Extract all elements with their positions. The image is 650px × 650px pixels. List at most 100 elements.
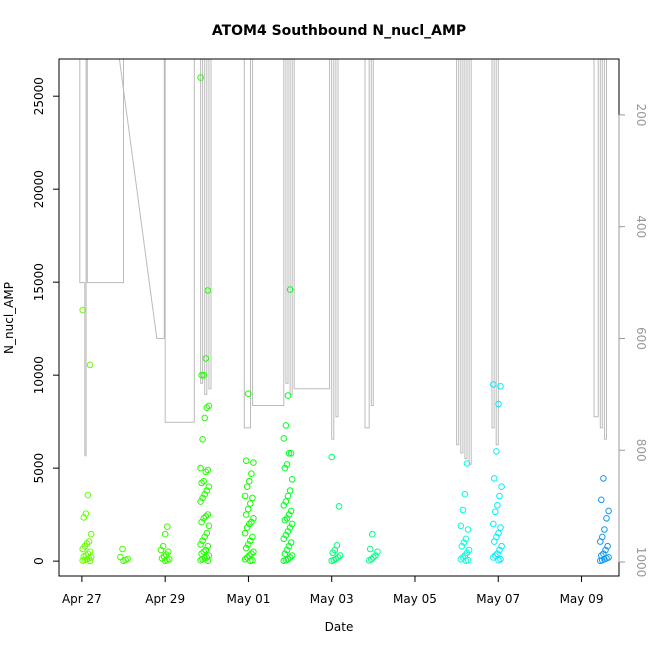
- y-tick-label: 20000: [32, 170, 46, 208]
- data-point: [82, 510, 90, 518]
- data-point: [282, 498, 290, 505]
- data-point: [328, 453, 336, 461]
- data-point: [281, 464, 289, 472]
- data-point: [285, 511, 293, 518]
- data-point: [283, 546, 291, 554]
- data-point: [197, 541, 204, 548]
- data-point: [280, 502, 288, 509]
- data-point: [285, 542, 293, 550]
- data-point: [204, 511, 212, 518]
- data-point: [286, 286, 294, 293]
- data-point: [250, 459, 257, 466]
- data-point: [243, 483, 251, 491]
- data-point: [247, 537, 254, 545]
- data-point: [204, 287, 212, 294]
- y2-tick-label: 800: [634, 439, 648, 462]
- data-point: [460, 539, 468, 546]
- data-point: [288, 552, 296, 559]
- data-point: [490, 381, 497, 388]
- data-point: [281, 550, 289, 558]
- data-point: [490, 520, 497, 528]
- x-tick-label: May 09: [560, 592, 604, 606]
- data-point: [497, 524, 504, 531]
- y-tick-label: 10000: [32, 356, 46, 394]
- data-point: [202, 513, 210, 520]
- data-point: [247, 500, 254, 507]
- data-point: [495, 400, 502, 408]
- data-point: [246, 477, 253, 485]
- data-point: [199, 537, 206, 545]
- data-point: [244, 505, 252, 513]
- data-point: [244, 541, 252, 548]
- data-point: [283, 461, 291, 468]
- data-point: [243, 524, 251, 531]
- data-point: [241, 492, 249, 500]
- data-point: [200, 477, 207, 485]
- data-point: [496, 492, 503, 500]
- data-point: [199, 436, 206, 443]
- data-point: [159, 542, 167, 550]
- data-point: [495, 529, 502, 537]
- data-point: [369, 530, 376, 538]
- data-point: [79, 557, 86, 564]
- x-tick-label: Apr 29: [145, 592, 185, 606]
- data-point: [462, 535, 470, 543]
- data-point: [86, 361, 94, 369]
- data-point: [287, 539, 295, 546]
- data-point: [492, 552, 499, 559]
- data-point: [198, 479, 205, 487]
- data-point: [335, 503, 343, 510]
- data-points-layer: [79, 74, 612, 565]
- data-point: [85, 538, 93, 545]
- data-point: [461, 490, 469, 498]
- data-point: [248, 518, 255, 526]
- data-point: [492, 508, 499, 516]
- data-point: [197, 464, 204, 472]
- x-tick-label: May 03: [310, 592, 354, 606]
- y2-tick-label: 200: [634, 103, 648, 126]
- data-point: [161, 530, 169, 538]
- data-point: [287, 450, 295, 457]
- data-point: [497, 383, 504, 390]
- data-point: [241, 529, 249, 537]
- y-axis: 0 5000 10000 15000 20000 25000: [32, 77, 60, 565]
- data-point: [283, 515, 291, 522]
- data-point: [80, 514, 88, 521]
- data-point: [242, 457, 250, 465]
- data-point: [365, 557, 373, 564]
- data-point: [286, 524, 294, 531]
- data-point: [462, 557, 470, 565]
- data-point: [280, 535, 288, 543]
- x-tick-label: May 05: [393, 592, 437, 606]
- data-point: [464, 526, 472, 533]
- data-point: [202, 355, 210, 362]
- data-point: [282, 422, 290, 429]
- data-point: [284, 492, 292, 500]
- y-tick-label: 15000: [32, 263, 46, 301]
- x-axis: Apr 27 Apr 29 May 01 May 03 May 05 May 07 May …: [62, 575, 604, 606]
- data-point: [197, 74, 204, 81]
- data-point: [79, 545, 86, 553]
- data-point: [160, 553, 168, 560]
- x-tick-label: May 01: [226, 592, 270, 606]
- data-point: [204, 466, 212, 474]
- data-point: [205, 402, 213, 410]
- data-point: [603, 515, 610, 522]
- data-point: [202, 546, 210, 554]
- data-point: [602, 546, 609, 554]
- data-point: [601, 526, 608, 533]
- data-point: [458, 542, 466, 550]
- data-point: [374, 548, 381, 556]
- data-point: [205, 522, 213, 530]
- data-point: [164, 523, 171, 531]
- data-point: [285, 450, 293, 457]
- data-point: [246, 520, 253, 528]
- data-point: [459, 506, 467, 514]
- x-tick-label: Apr 27: [62, 592, 102, 606]
- data-point: [463, 460, 471, 467]
- data-point: [244, 390, 252, 398]
- data-point: [201, 414, 208, 422]
- data-point: [249, 533, 256, 541]
- data-point: [490, 554, 497, 561]
- data-point: [494, 550, 501, 558]
